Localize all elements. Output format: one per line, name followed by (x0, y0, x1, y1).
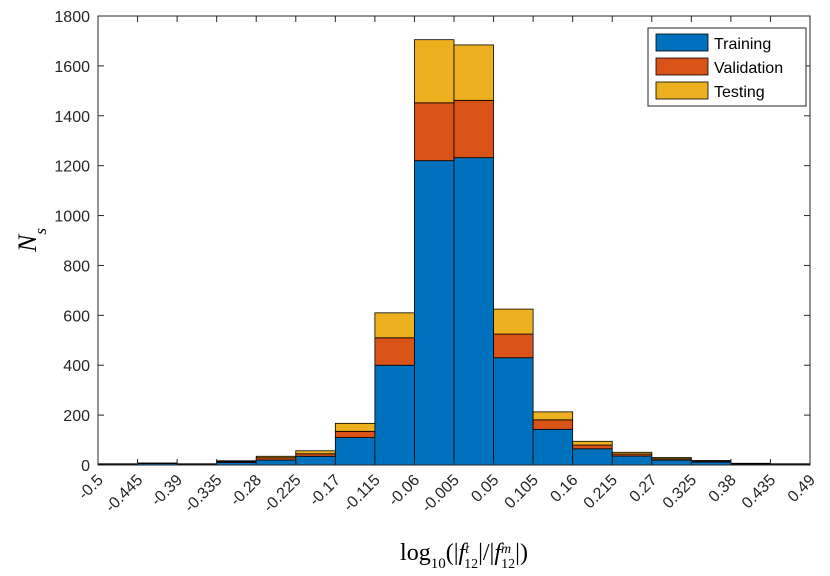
x-tick-label: -0.115 (340, 472, 383, 515)
x-tick-label: -0.225 (261, 472, 305, 516)
bar-testing-11 (532, 411, 574, 421)
bar-validation-12 (572, 444, 613, 450)
y-tick-label: 1800 (54, 9, 90, 26)
bar-testing-9 (453, 44, 494, 101)
y-axis-label-subscript: s (31, 228, 50, 235)
bar-testing-8 (414, 39, 455, 104)
bar-training-7 (374, 364, 415, 466)
x-tick-label: -0.5 (75, 472, 107, 504)
x-tick-label: 0.49 (785, 472, 819, 506)
bar-testing-12 (572, 440, 613, 446)
y-tick-label: 200 (63, 408, 90, 425)
bar-testing-6 (334, 422, 376, 432)
legend-label-training: Training (714, 36, 771, 53)
bar-training-6 (334, 437, 376, 466)
bar-testing-5 (295, 450, 336, 455)
bar-testing-7 (374, 312, 415, 339)
y-axis-label: Ns (13, 228, 50, 253)
bar-training-4 (255, 459, 297, 466)
legend-label-testing: Testing (714, 84, 765, 101)
x-tick-label: 0.435 (739, 472, 779, 512)
bars-group (97, 39, 811, 466)
x-tick-label: -0.17 (306, 472, 344, 510)
bar-training-13 (611, 455, 653, 466)
y-tick-label: 800 (63, 258, 90, 275)
bar-validation-7 (374, 337, 415, 366)
bar-training-5 (295, 455, 336, 466)
bar-validation-10 (493, 333, 534, 359)
bar-validation-8 (414, 102, 455, 162)
x-tick-label: -0.005 (419, 472, 463, 516)
x-tick-label: 0.325 (660, 472, 700, 512)
y-tick-label: 600 (63, 308, 90, 325)
legend-swatch-validation (655, 57, 709, 76)
x-tick-label: 0.05 (468, 472, 502, 506)
bar-validation-11 (532, 419, 574, 430)
y-tick-label: 400 (63, 358, 90, 375)
x-tick-label: 0.105 (502, 472, 542, 512)
y-axis-label-main: N (13, 233, 42, 253)
bar-testing-10 (493, 308, 534, 335)
x-tick-label: -0.335 (181, 472, 225, 516)
y-tick-label: 1000 (54, 209, 90, 226)
x-tick-label: 0.27 (627, 472, 661, 506)
bar-training-9 (453, 157, 494, 466)
y-tick-label: 1400 (54, 109, 90, 126)
x-axis-label: log10(|ft 12|/|fm 12|) (400, 540, 528, 572)
bar-testing-4 (255, 455, 297, 459)
bar-training-14 (651, 459, 692, 466)
legend-swatch-testing (655, 81, 709, 100)
x-tick-label: -0.445 (102, 472, 146, 516)
legend-label-validation: Validation (714, 60, 783, 77)
y-ticks: 0 200 400 600 800 1000 1200 1400 1600 1800 (54, 9, 810, 475)
bar-validation-9 (453, 99, 494, 159)
bar-training-12 (572, 448, 613, 466)
bar-testing-3 (216, 460, 257, 462)
x-tick-label: 0.16 (547, 472, 581, 506)
x-tick-label: 0.215 (581, 472, 621, 512)
bar-validation-6 (334, 430, 376, 438)
bar-testing-14 (651, 457, 692, 460)
y-tick-label: 1600 (54, 59, 90, 76)
bar-training-11 (532, 428, 574, 466)
x-tick-label: 0.38 (706, 472, 740, 506)
y-tick-label: 1200 (54, 159, 90, 176)
bar-training-8 (414, 160, 455, 466)
bar-training-10 (493, 357, 534, 466)
legend-swatch-training (655, 33, 709, 52)
bar-testing-13 (611, 451, 653, 455)
legend: Training Validation Testing (647, 27, 807, 107)
y-tick-label: 0 (81, 458, 90, 475)
